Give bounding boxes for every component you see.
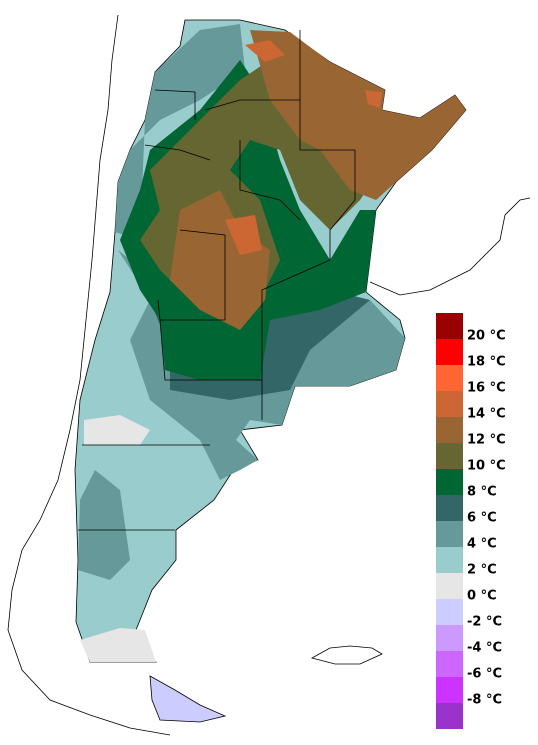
legend-swatch <box>436 625 463 651</box>
legend-swatch <box>436 313 463 339</box>
legend-swatch <box>436 391 463 417</box>
legend-swatch <box>436 547 463 573</box>
legend-swatch <box>436 339 463 365</box>
legend-swatch <box>436 417 463 443</box>
legend-swatch <box>436 651 463 677</box>
legend-swatch <box>436 469 463 495</box>
legend-label: 14 °C <box>467 407 506 422</box>
legend-swatch <box>436 495 463 521</box>
zone-14c <box>245 40 285 62</box>
legend-label: -6 °C <box>467 667 502 682</box>
coastline-east <box>369 197 531 296</box>
legend-label: 18 °C <box>467 355 506 370</box>
legend-label: 12 °C <box>467 433 506 448</box>
legend-swatch <box>436 521 463 547</box>
province-borders <box>78 30 356 531</box>
legend-label: -2 °C <box>467 615 502 630</box>
legend-swatch <box>436 443 463 469</box>
legend-label: 2 °C <box>467 563 497 578</box>
zone-14c-b <box>225 215 262 255</box>
chile-outline <box>7 14 171 736</box>
zone-12c <box>250 30 466 200</box>
zone-0c-south <box>80 628 156 662</box>
legend-swatch <box>436 365 463 391</box>
zone-12c-center <box>170 190 270 330</box>
zone-4c-west <box>78 470 130 580</box>
legend-label: -4 °C <box>467 641 502 656</box>
legend-label: -8 °C <box>467 693 502 708</box>
legend-label: 8 °C <box>467 485 497 500</box>
legend-swatch <box>436 703 463 729</box>
zone-0c <box>84 415 150 445</box>
zone-14c-c <box>365 90 382 108</box>
tierra-del-fuego <box>149 675 227 723</box>
legend-label: 16 °C <box>467 381 506 396</box>
legend-label: 4 °C <box>467 537 497 552</box>
legend-label: 6 °C <box>467 511 497 526</box>
legend-label: 20 °C <box>467 329 506 344</box>
legend-label: 10 °C <box>467 459 506 474</box>
legend-swatch <box>436 573 463 599</box>
legend-label: 0 °C <box>467 589 497 604</box>
legend-swatch <box>436 599 463 625</box>
falklands <box>310 645 383 665</box>
zone-4c-north <box>115 24 245 240</box>
legend-swatch <box>436 677 463 703</box>
